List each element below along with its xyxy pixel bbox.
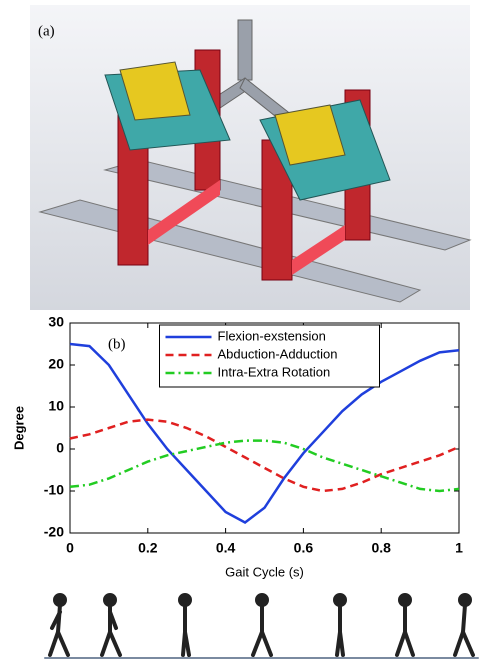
y-tick-label: -10 — [44, 482, 64, 498]
x-tick-label: 0 — [66, 540, 74, 556]
y-tick-label: 30 — [48, 314, 64, 330]
legend-label: Abduction-Adduction — [218, 346, 338, 361]
line-chart: -20 -10 0 10 20 30 0 0.2 0.4 0.6 0.8 1 Gait Cycle (s… — [11, 314, 463, 580]
y-tick-label: -20 — [44, 524, 64, 540]
x-tick-label: 0.8 — [371, 540, 391, 556]
x-tick-label: 0.4 — [216, 540, 236, 556]
y-tick-label: 20 — [48, 356, 64, 372]
y-tick-label: 10 — [48, 398, 64, 414]
gait-silhouettes — [45, 595, 478, 658]
y-axis-label: Degree — [11, 406, 26, 450]
cad-render: (a) — [30, 5, 470, 310]
figure: (a) -20 -10 0 10 20 30 0 0.2 0.4 0.6 0.8 1 Gait Cycl… — [0, 0, 482, 664]
x-axis-label: Gait Cycle (s) — [225, 564, 304, 579]
x-tick-label: 0.6 — [294, 540, 314, 556]
legend-label: Intra-Extra Rotation — [218, 364, 331, 379]
x-tick-label: 0.2 — [138, 540, 158, 556]
y-tick-label: 0 — [56, 440, 64, 456]
panel-label: (b) — [108, 336, 126, 352]
legend-label: Flexion-exstension — [218, 328, 326, 343]
panel-label: (a) — [38, 23, 55, 39]
x-tick-label: 1 — [455, 540, 463, 556]
series-line — [70, 441, 459, 491]
series-line — [70, 420, 459, 491]
